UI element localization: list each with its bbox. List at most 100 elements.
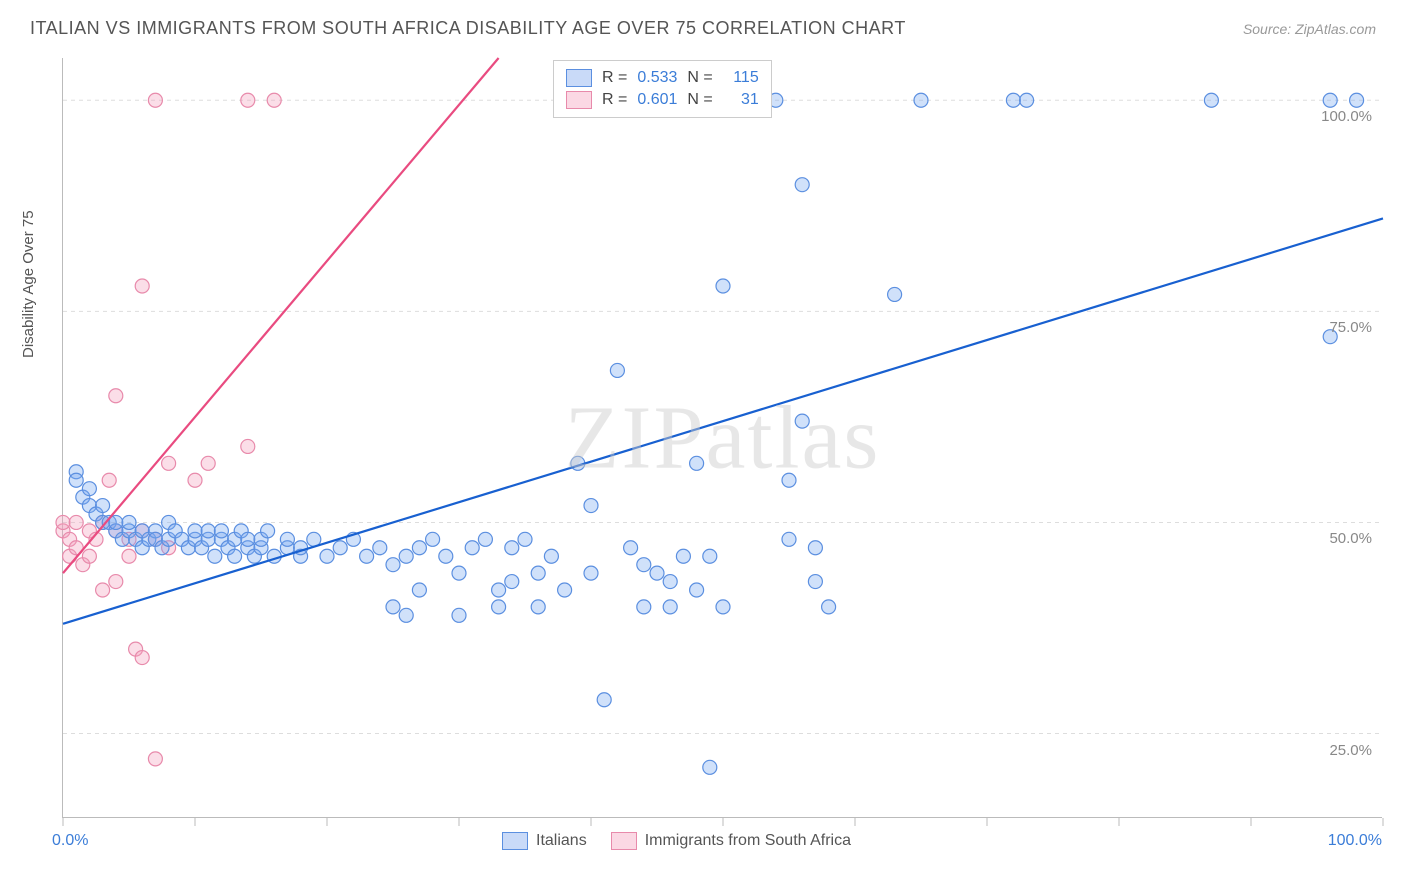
chart-svg xyxy=(63,58,1382,817)
legend-item-sa: Immigrants from South Africa xyxy=(611,832,851,850)
data-point xyxy=(808,541,822,555)
data-point xyxy=(795,414,809,428)
data-point xyxy=(492,600,506,614)
data-point xyxy=(822,600,836,614)
data-point xyxy=(663,600,677,614)
data-point xyxy=(637,558,651,572)
chart-title: ITALIAN VS IMMIGRANTS FROM SOUTH AFRICA … xyxy=(30,18,906,39)
n-value-italians: 115 xyxy=(723,69,759,87)
data-point xyxy=(531,600,545,614)
data-point xyxy=(690,583,704,597)
data-point xyxy=(320,549,334,563)
swatch-blue xyxy=(502,832,528,850)
data-point xyxy=(795,178,809,192)
data-point xyxy=(1350,93,1364,107)
r-value-sa: 0.601 xyxy=(637,91,677,109)
data-point xyxy=(333,541,347,555)
data-point xyxy=(1204,93,1218,107)
data-point xyxy=(914,93,928,107)
data-point xyxy=(637,600,651,614)
data-point xyxy=(201,524,215,538)
correlation-legend: R = 0.533 N = 115 R = 0.601 N = 31 xyxy=(553,60,772,118)
trend-line xyxy=(63,58,499,573)
data-point xyxy=(610,363,624,377)
data-point xyxy=(782,473,796,487)
data-point xyxy=(1020,93,1034,107)
x-axis-start: 0.0% xyxy=(52,832,88,850)
data-point xyxy=(663,575,677,589)
y-tick-label: 100.0% xyxy=(1321,108,1372,125)
data-point xyxy=(676,549,690,563)
data-point xyxy=(888,287,902,301)
data-point xyxy=(122,549,136,563)
data-point xyxy=(399,608,413,622)
data-point xyxy=(399,549,413,563)
data-point xyxy=(650,566,664,580)
y-axis-label: Disability Age Over 75 xyxy=(20,210,37,358)
data-point xyxy=(188,473,202,487)
data-point xyxy=(82,549,96,563)
data-point xyxy=(135,651,149,665)
r-value-italians: 0.533 xyxy=(637,69,677,87)
data-point xyxy=(703,760,717,774)
data-point xyxy=(703,549,717,563)
r-label: R = xyxy=(602,69,627,87)
r-label: R = xyxy=(602,91,627,109)
data-point xyxy=(360,549,374,563)
data-point xyxy=(241,93,255,107)
data-point xyxy=(135,279,149,293)
n-label: N = xyxy=(687,69,712,87)
legend-item-italians: Italians xyxy=(502,832,587,850)
data-point xyxy=(518,532,532,546)
data-point xyxy=(716,600,730,614)
data-point xyxy=(69,515,83,529)
data-point xyxy=(465,541,479,555)
data-point xyxy=(505,541,519,555)
swatch-blue xyxy=(566,69,592,87)
data-point xyxy=(808,575,822,589)
data-point xyxy=(452,566,466,580)
data-point xyxy=(96,499,110,513)
data-point xyxy=(624,541,638,555)
data-point xyxy=(69,473,83,487)
data-point xyxy=(492,583,506,597)
data-point xyxy=(208,549,222,563)
data-point xyxy=(109,389,123,403)
data-point xyxy=(56,515,70,529)
plot-area: ZIPatlas R = 0.533 N = 115 R = 0.601 N =… xyxy=(62,58,1382,818)
swatch-pink xyxy=(611,832,637,850)
data-point xyxy=(412,541,426,555)
data-point xyxy=(148,752,162,766)
data-point xyxy=(386,558,400,572)
data-point xyxy=(109,575,123,589)
legend-label-italians: Italians xyxy=(536,832,587,850)
legend-row-italians: R = 0.533 N = 115 xyxy=(566,67,759,89)
data-point xyxy=(452,608,466,622)
data-point xyxy=(505,575,519,589)
data-point xyxy=(214,524,228,538)
n-value-sa: 31 xyxy=(723,91,759,109)
data-point xyxy=(439,549,453,563)
data-point xyxy=(782,532,796,546)
x-axis-end: 100.0% xyxy=(1328,832,1382,850)
y-tick-label: 50.0% xyxy=(1329,530,1372,547)
chart-container: Disability Age Over 75 ZIPatlas R = 0.53… xyxy=(62,58,1382,848)
legend-label-sa: Immigrants from South Africa xyxy=(645,832,851,850)
data-point xyxy=(148,93,162,107)
data-point xyxy=(716,279,730,293)
data-point xyxy=(1006,93,1020,107)
data-point xyxy=(1323,93,1337,107)
data-point xyxy=(280,532,294,546)
data-point xyxy=(188,524,202,538)
data-point xyxy=(201,456,215,470)
data-point xyxy=(386,600,400,614)
data-point xyxy=(241,532,255,546)
data-point xyxy=(82,482,96,496)
bottom-legend: Italians Immigrants from South Africa xyxy=(502,832,851,850)
y-tick-label: 75.0% xyxy=(1329,319,1372,336)
swatch-pink xyxy=(566,91,592,109)
data-point xyxy=(162,456,176,470)
data-point xyxy=(412,583,426,597)
data-point xyxy=(241,439,255,453)
n-label: N = xyxy=(687,91,712,109)
